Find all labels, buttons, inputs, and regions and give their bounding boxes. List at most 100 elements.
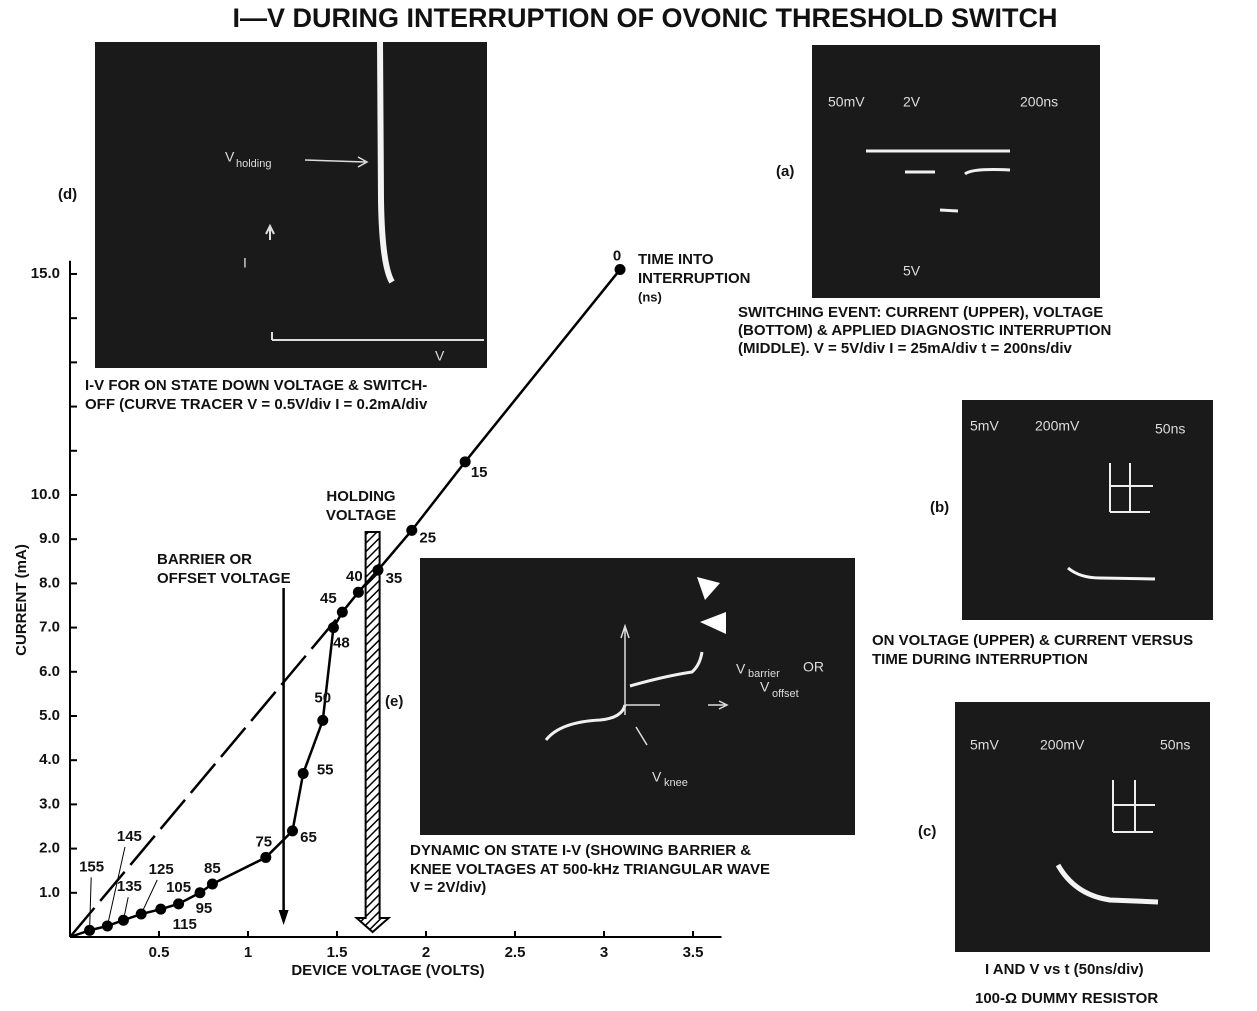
point: [336, 606, 348, 618]
point: [459, 456, 471, 468]
photo-text: 50ns: [1160, 737, 1190, 753]
panel-label: (e): [385, 693, 403, 710]
holding-arrow: [353, 531, 392, 934]
x-tick-label: 2.5: [505, 944, 526, 961]
photo-text: barrier: [748, 668, 780, 680]
y-tick-label: 7.0: [39, 619, 60, 636]
photo-text: 5mV: [970, 418, 999, 434]
point-label: 65: [300, 829, 317, 846]
caption: OFF (CURVE TRACER V = 0.5V/div I = 0.2mA…: [85, 396, 428, 413]
arrow-head: [278, 910, 289, 925]
caption: I AND V vs t (50ns/div): [985, 961, 1144, 978]
annotation: VOLTAGE: [326, 507, 396, 524]
point: [327, 622, 339, 634]
y-tick-label: 6.0: [39, 663, 60, 680]
point-label: 0: [613, 248, 621, 265]
y-tick-label: 4.0: [39, 751, 60, 768]
y-tick-label: 15.0: [31, 265, 60, 282]
leader: [122, 897, 129, 921]
x-tick-label: 1: [244, 944, 252, 961]
point: [317, 714, 329, 726]
point: [287, 825, 299, 837]
photo-text: I: [243, 255, 247, 271]
panel-label: (c): [918, 823, 936, 840]
annotation: BARRIER OR: [157, 551, 252, 568]
point-label: 45: [320, 590, 337, 607]
point-label: 105: [166, 879, 191, 896]
photo-a: 50mV 2V 200ns 5V: [812, 45, 1100, 298]
x-tick-label: 3.5: [683, 944, 704, 961]
point-label: 25: [419, 529, 436, 546]
point-label: 85: [204, 860, 221, 877]
photo-b: 5mV 200mV 50ns: [962, 400, 1213, 620]
photo-text: 200mV: [1040, 737, 1085, 753]
point: [406, 524, 418, 536]
panel-label: (a): [776, 163, 794, 180]
x-tick-label: 2: [422, 944, 430, 961]
photo-text: knee: [664, 777, 688, 789]
photo-c: 5mV 200mV 50ns: [955, 702, 1210, 952]
photo-text: V: [736, 661, 746, 677]
point-label: 75: [255, 833, 272, 850]
photo-text: 50mV: [828, 94, 865, 110]
caption: I-V FOR ON STATE DOWN VOLTAGE & SWITCH-: [85, 377, 427, 394]
photo-text: V: [652, 769, 662, 785]
point-label: 115: [173, 916, 197, 933]
x-tick-label: 3: [600, 944, 608, 961]
photo-text: 200mV: [1035, 418, 1080, 434]
point: [173, 898, 185, 910]
point-label: 55: [317, 761, 334, 778]
x-tick-label: 0.5: [149, 944, 170, 961]
point: [352, 586, 364, 598]
photo-text: 50ns: [1155, 421, 1185, 437]
y-tick-label: 2.0: [39, 840, 60, 857]
photo-text: holding: [236, 158, 271, 170]
point-label: 155: [79, 858, 104, 875]
photo-text: 200ns: [1020, 94, 1058, 110]
photo-d: V holding I V: [95, 41, 487, 368]
point: [260, 851, 272, 863]
point-label: 95: [196, 900, 213, 917]
x-axis-title: DEVICE VOLTAGE (VOLTS): [291, 962, 484, 979]
photo-text: offset: [772, 688, 799, 700]
point: [297, 767, 309, 779]
photo-text: V: [225, 149, 235, 165]
y-tick-label: 10.0: [31, 486, 60, 503]
point-label: 135: [117, 878, 142, 895]
leader: [140, 879, 158, 915]
caption: TIME DURING INTERRUPTION: [872, 651, 1088, 668]
point: [372, 564, 384, 576]
x-tick-label: 1.5: [327, 944, 348, 961]
point-label: 35: [386, 570, 403, 587]
caption: DYNAMIC ON STATE I-V (SHOWING BARRIER &: [410, 842, 751, 859]
point: [206, 878, 218, 890]
point: [614, 264, 626, 276]
photo-text: OR: [803, 659, 824, 675]
chart-title: I—V DURING INTERRUPTION OF OVONIC THRESH…: [232, 3, 1057, 33]
caption: V = 2V/div): [410, 879, 486, 896]
leader: [89, 877, 92, 931]
caption: SWITCHING EVENT: CURRENT (UPPER), VOLTAG…: [738, 304, 1103, 321]
point-label: 125: [149, 861, 174, 878]
point: [194, 887, 206, 899]
photo-text: 5V: [903, 263, 921, 279]
panel-label: (d): [58, 186, 77, 203]
caption: (BOTTOM) & APPLIED DIAGNOSTIC INTERRUPTI…: [738, 322, 1111, 339]
y-tick-label: 3.0: [39, 795, 60, 812]
point-label: 50: [314, 689, 331, 706]
photo-text: V: [760, 679, 770, 695]
photo-text: V: [435, 348, 445, 364]
annotation: INTERRUPTION: [638, 270, 751, 287]
extrapolation-line: [69, 611, 344, 938]
y-tick-label: 5.0: [39, 707, 60, 724]
y-tick-label: 9.0: [39, 530, 60, 547]
point-label: 40: [346, 568, 363, 585]
annotation: OFFSET VOLTAGE: [157, 570, 291, 587]
photo-text: 2V: [903, 94, 921, 110]
y-tick-label: 8.0: [39, 574, 60, 591]
point-label: 145: [117, 828, 142, 845]
annotation: (ns): [638, 289, 662, 304]
leader: [106, 846, 126, 927]
y-tick-label: 1.0: [39, 884, 60, 901]
